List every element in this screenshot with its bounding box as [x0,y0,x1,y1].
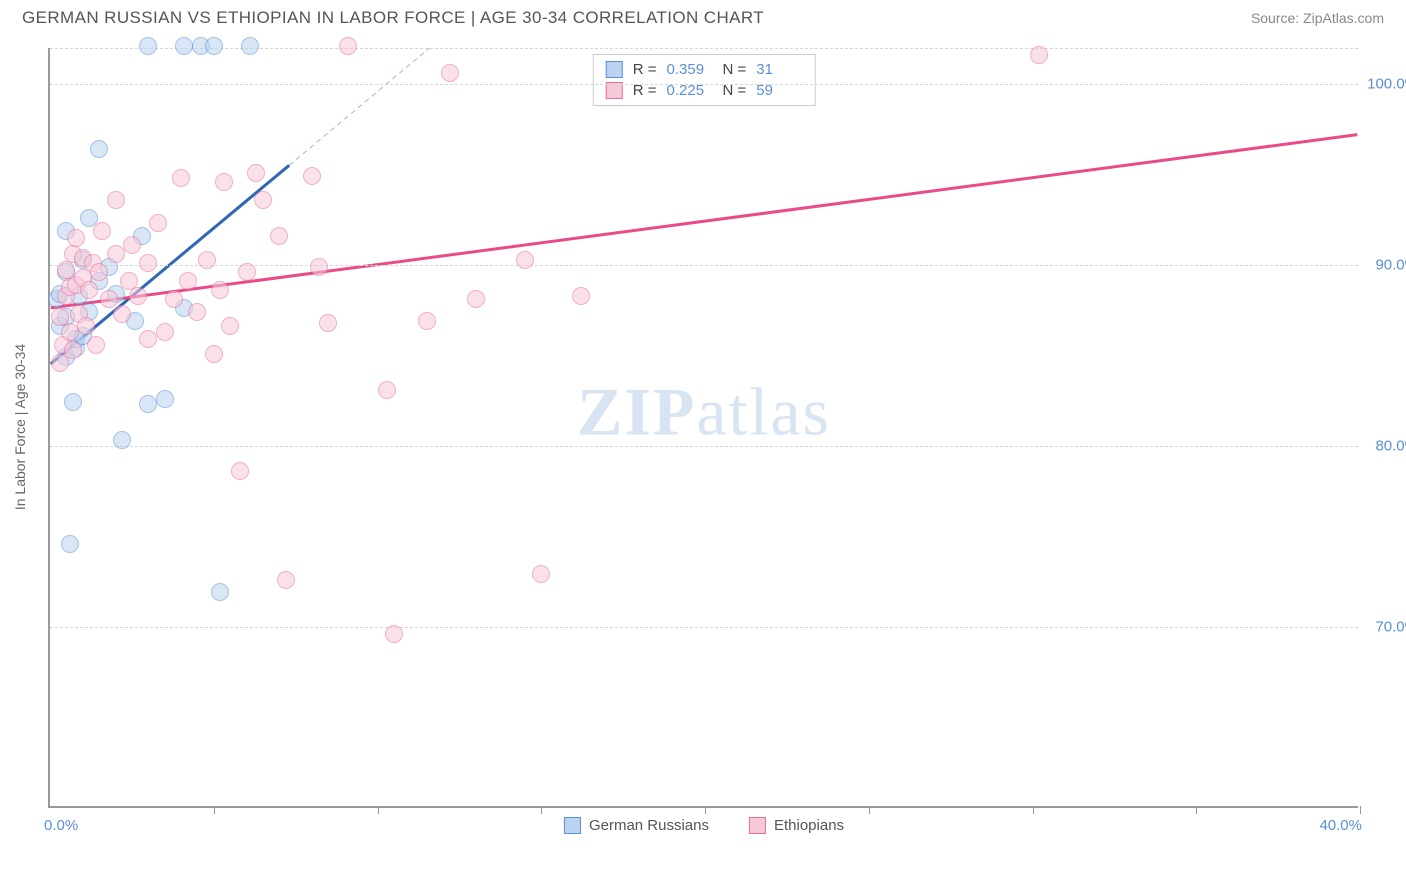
legend-label: German Russians [589,817,709,834]
x-tick [1033,806,1034,814]
legend-item: Ethiopians [749,817,844,834]
data-point [211,583,229,601]
data-point [441,64,459,82]
y-tick-label: 70.0% [1375,619,1406,636]
data-point [67,229,85,247]
chart-title: GERMAN RUSSIAN VS ETHIOPIAN IN LABOR FOR… [22,8,764,28]
data-point [270,227,288,245]
data-point [378,381,396,399]
watermark: ZIPatlas [577,372,831,451]
gridline [50,84,1358,85]
data-point [139,37,157,55]
data-point [64,341,82,359]
correlation-box: R = 0.359 N = 31 R =0.225N =59 [593,54,816,106]
x-tick [378,806,379,814]
y-tick-label: 80.0% [1375,438,1406,455]
data-point [93,222,111,240]
data-point [231,462,249,480]
data-point [211,281,229,299]
data-point [238,263,256,281]
data-point [205,37,223,55]
data-point [254,191,272,209]
header: GERMAN RUSSIAN VS ETHIOPIAN IN LABOR FOR… [0,0,1406,34]
data-point [107,245,125,263]
data-point [156,323,174,341]
data-point [310,258,328,276]
data-point [175,37,193,55]
data-point [1030,46,1048,64]
gridline [50,627,1358,628]
data-point [418,312,436,330]
data-point [107,191,125,209]
data-point [156,390,174,408]
correlation-row: R = 0.359 N = 31 [606,59,803,80]
data-point [64,393,82,411]
data-point [87,336,105,354]
n-label: N = [723,61,747,78]
data-point [113,431,131,449]
data-point [80,281,98,299]
data-point [139,330,157,348]
legend-swatch [564,817,581,834]
x-tick [1196,806,1197,814]
data-point [303,167,321,185]
data-point [339,37,357,55]
data-point [241,37,259,55]
correlation-row: R =0.225N =59 [606,80,803,101]
data-point [61,535,79,553]
data-point [165,290,183,308]
x-axis-min-label: 0.0% [44,817,78,834]
r-value: 0.359 [667,61,713,78]
data-point [385,625,403,643]
data-point [129,287,147,305]
data-point [172,169,190,187]
x-tick [869,806,870,814]
data-point [77,317,95,335]
data-point [198,251,216,269]
x-tick [214,806,215,814]
data-point [247,164,265,182]
trend-lines [50,48,1358,806]
data-point [113,305,131,323]
x-axis-max-label: 40.0% [1319,817,1362,834]
data-point [205,345,223,363]
n-value: 31 [756,61,802,78]
y-tick-label: 100.0% [1367,76,1406,93]
y-tick-label: 90.0% [1375,257,1406,274]
data-point [123,236,141,254]
data-point [319,314,337,332]
data-point [149,214,167,232]
data-point [215,173,233,191]
data-point [61,323,79,341]
data-point [467,290,485,308]
legend: German Russians Ethiopians [564,817,844,834]
data-point [139,254,157,272]
data-point [572,287,590,305]
data-point [221,317,239,335]
y-axis-title: In Labor Force | Age 30-34 [12,344,28,510]
data-point [100,290,118,308]
source-label: Source: ZipAtlas.com [1251,10,1384,26]
legend-swatch [606,61,623,78]
data-point [516,251,534,269]
x-tick [541,806,542,814]
data-point [90,263,108,281]
gridline [50,446,1358,447]
legend-item: German Russians [564,817,709,834]
legend-swatch [749,817,766,834]
scatter-plot: ZIPatlas In Labor Force | Age 30-34 0.0%… [48,48,1358,808]
data-point [277,571,295,589]
r-label: R = [633,61,657,78]
data-point [90,140,108,158]
data-point [179,272,197,290]
data-point [139,395,157,413]
x-tick [705,806,706,814]
legend-label: Ethiopians [774,817,844,834]
x-tick [1360,806,1361,814]
data-point [532,565,550,583]
data-point [188,303,206,321]
